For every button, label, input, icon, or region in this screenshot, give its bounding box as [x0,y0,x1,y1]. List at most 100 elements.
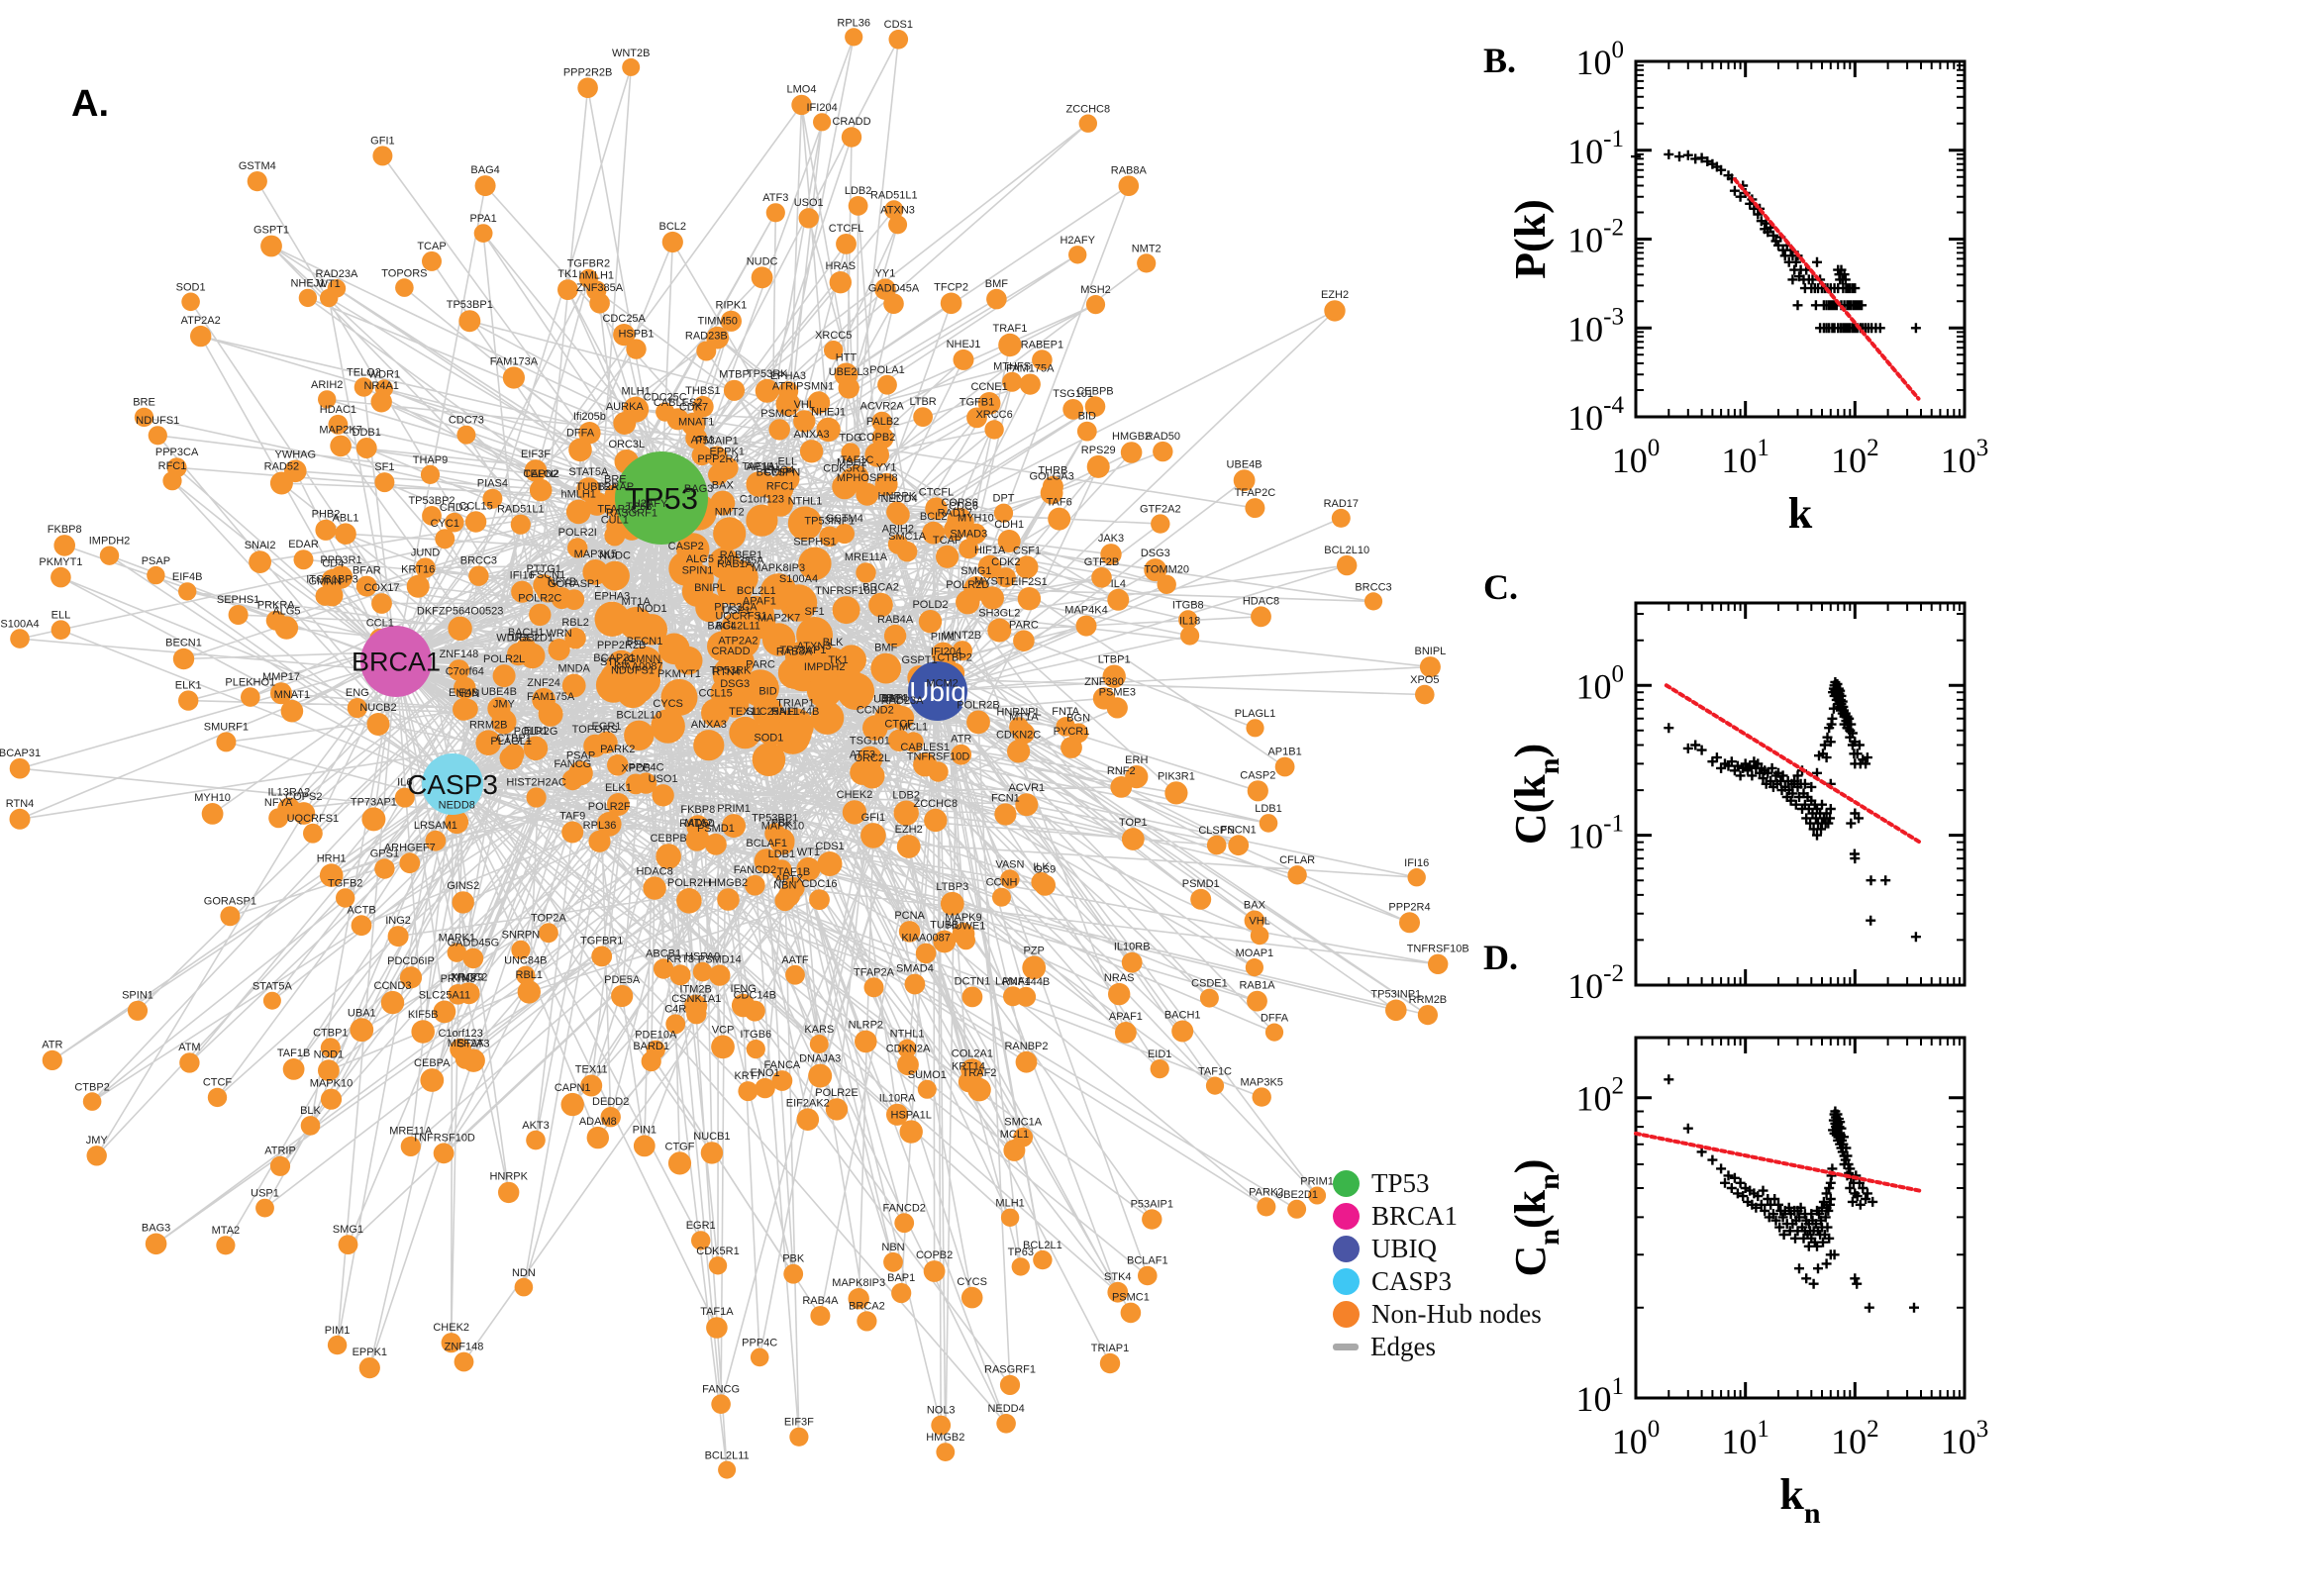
gene-label: DSG3 [720,678,750,690]
network-node [50,620,71,640]
gene-label: KRT7 [734,1070,761,1082]
network-node [855,1030,877,1053]
gene-label: GOLGA3 [1029,471,1073,483]
tick-label: 103 [1941,1416,1989,1461]
gene-label: PSMD1 [1182,878,1220,890]
gene-label: ABL1 [333,512,359,524]
gene-label: ITGB1BP3 [306,573,358,585]
gene-label: CTCF [884,719,914,731]
network-node [1100,544,1122,565]
network-node [871,411,892,433]
gene-label: NEDD4 [987,1403,1024,1415]
y-axis-label: C(kn​) [1506,744,1566,845]
network-node [995,567,1016,588]
network-node [1121,828,1145,850]
network-node [824,341,844,360]
network-node [596,812,622,837]
gene-label: CFLAR [1279,854,1315,866]
gene-label: CAPN1 [555,1082,591,1094]
gene-label: RBL2 [561,617,589,629]
gene-label: CCNE1 [970,381,1007,393]
network-node [611,984,634,1008]
chart-C: 100 10-1 10-2 C(kn​) [1506,601,1967,1006]
network-node [336,888,355,908]
network-node [1121,951,1143,973]
network-node [247,171,267,192]
gene-label: PSME3 [1099,686,1136,698]
network-node [422,506,442,526]
gene-label: ATM [691,435,713,447]
network-node [262,991,281,1010]
gene-label: GSPT1 [253,225,289,237]
gene-label: C4R [664,1003,686,1015]
gene-label: LTBR [909,396,936,408]
gene-label: ATF3 [762,192,788,204]
gene-label: AP1B1 [1267,747,1301,758]
gene-label: UBE4B [1227,458,1262,470]
network-node [1115,1022,1137,1044]
network-node [532,687,556,712]
network-node [450,1038,471,1060]
network-node [918,610,943,634]
gene-label: CSDE1 [1191,978,1228,990]
gene-label: SOD1 [176,281,206,293]
gene-label: KIF5B [408,1009,439,1021]
network-node [464,511,487,533]
gene-label: MRE11A [845,551,888,563]
gene-label: P53AIP1 [695,435,738,447]
gene-label: MCM2 [926,678,958,690]
network-node [1019,373,1041,395]
network-node [706,1317,728,1339]
network-node [448,984,468,1005]
node-circle-swatch-icon [1333,1169,1360,1197]
network-node [280,699,304,723]
gene-label: NHEJ1 [290,278,325,290]
gene-label: CSF1 [1013,545,1041,556]
gene-label: TELO2 [524,468,558,480]
gene-label: CTGF [665,1141,695,1152]
gene-label: RASGRF1 [984,1364,1036,1376]
gene-label: RNF144B [771,706,819,718]
gene-label: TUBB [930,920,959,932]
gene-label: ATP2A2 [181,315,221,327]
gene-label: UQCRFS1 [715,610,767,622]
gene-label: GADD45A [868,282,920,294]
gene-label: POLR2B [957,700,999,712]
gene-label: PRIM1 [717,803,751,815]
network-node [904,973,926,995]
gene-label: MNAT1 [678,417,714,429]
gene-label: KARS [804,1024,834,1036]
hub-node-tp53 [615,451,708,545]
gene-label: WT1 [797,847,820,858]
gene-label: BRE [604,473,627,485]
network-node [818,647,849,678]
gene-label: CHD3 [440,502,469,514]
network-node [899,1120,923,1144]
network-node [1274,756,1295,777]
gene-label: HSPA9 [685,951,720,963]
gene-label: BMF [874,643,898,654]
network-node [819,526,841,548]
gene-label: HRAS [826,260,857,272]
gene-label: MT1A [622,596,652,608]
gene-label: FNTA [1052,706,1080,718]
gene-label: ATM [178,1042,200,1053]
gene-label: NUCB2 [359,702,396,714]
network-node [913,407,933,427]
network-node [216,1236,236,1255]
gene-label: TNFRSF10D [412,1132,475,1144]
gene-label: POLR2C [518,593,561,605]
network-node [896,541,918,562]
network-node [809,1035,829,1053]
network-node [692,395,714,418]
gene-label: CABLES1 [900,742,950,753]
tick-label: 10-4 [1567,392,1624,438]
major-ticks [1634,1038,1967,1400]
gene-label: TELO2 [347,366,381,378]
gene-label: MT1A [1009,712,1039,724]
network-node [458,310,481,333]
gene-label: ACVR2A [860,401,905,413]
gene-label: PARC [746,658,775,670]
gene-label: TP53RK [710,665,752,677]
gene-label: BFAR [353,565,381,577]
